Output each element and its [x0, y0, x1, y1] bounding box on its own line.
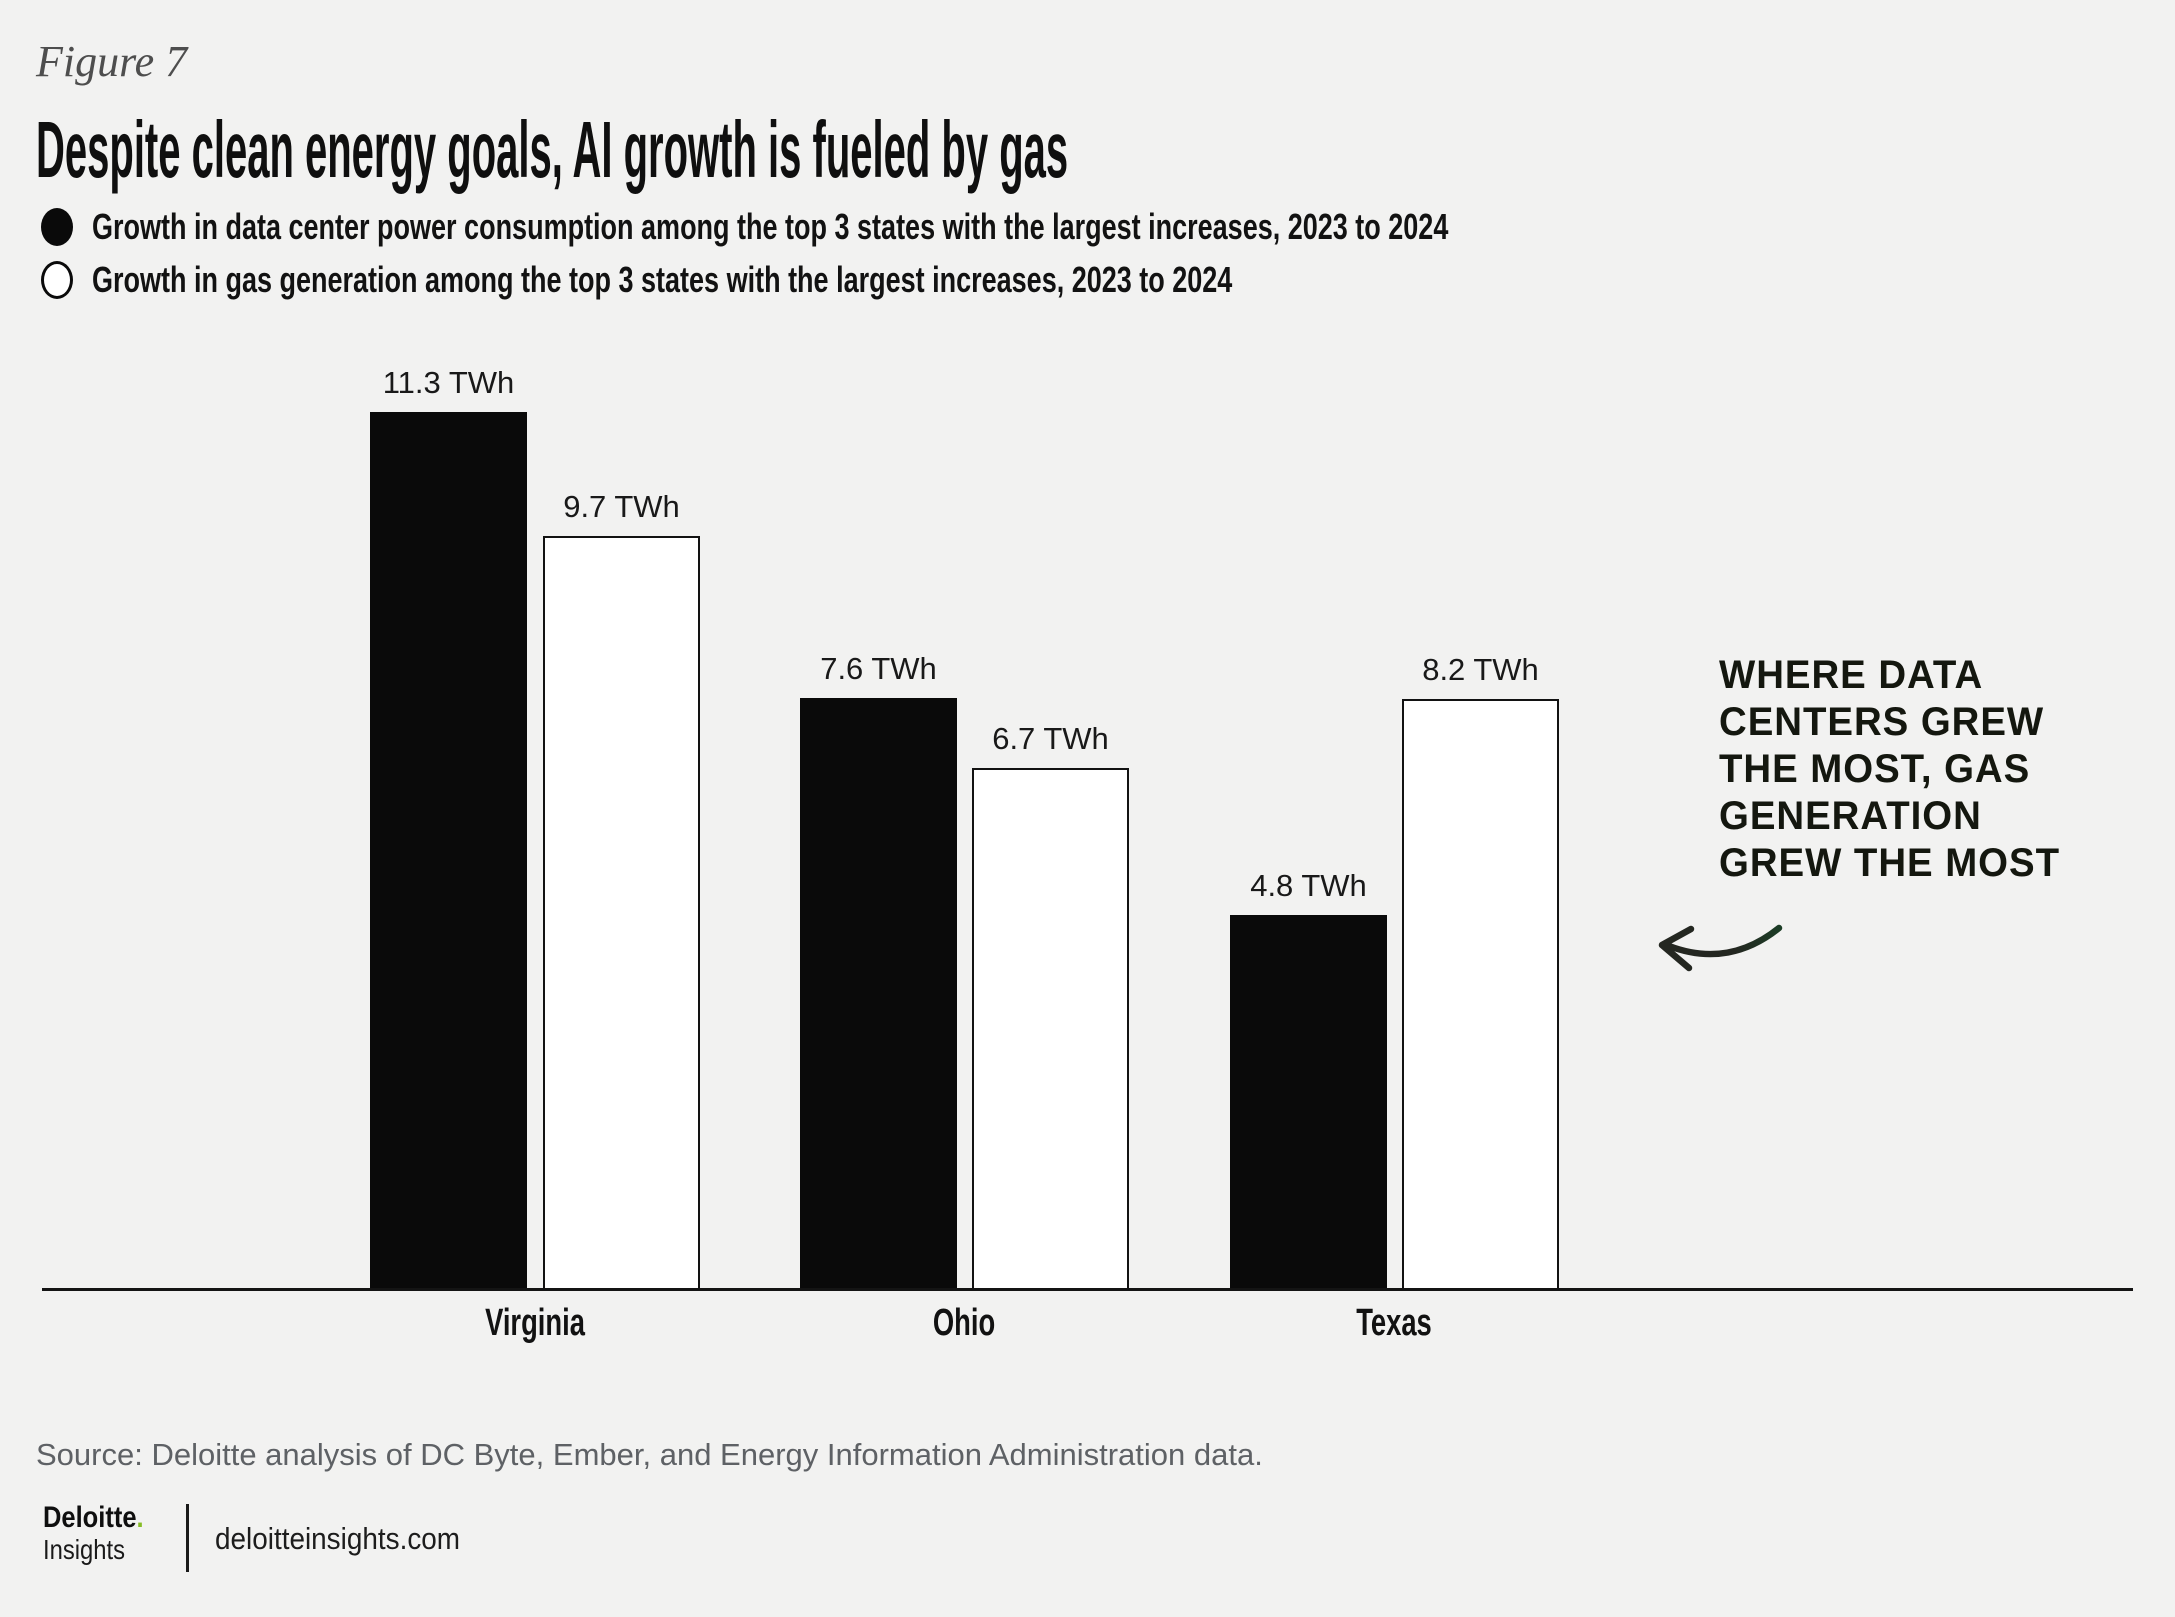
category-label-ohio: Ohio [932, 1302, 996, 1344]
brand-url-link[interactable]: deloitteinsights.com [215, 1521, 461, 1556]
value-label-virginia-gas: 9.7 TWh [563, 489, 680, 524]
value-label-texas-gas: 8.2 TWh [1422, 652, 1539, 687]
bar-ohio-gas [972, 768, 1129, 1290]
legend-outlined-circle-icon [41, 261, 73, 299]
legend-item-gas-generation: Growth in gas generation among the top 3… [92, 259, 1233, 300]
source-note: Source: Deloitte analysis of DC Byte, Em… [36, 1437, 1263, 1472]
chart-title: Despite clean energy goals, AI growth is… [36, 105, 1069, 194]
brand-name-text: Deloitte [43, 1501, 137, 1534]
x-axis-line [42, 1288, 2133, 1291]
legend-item-data-center: Growth in data center power consumption … [92, 206, 1449, 247]
annotation-line: GENERATION [1719, 794, 1982, 838]
bar-texas-data-center [1230, 915, 1387, 1290]
category-label-texas: Texas [1356, 1302, 1432, 1344]
bar-virginia-gas [543, 536, 700, 1290]
value-label-virginia-data-center: 11.3 TWh [382, 365, 515, 400]
annotation-text: WHERE DATA CENTERS GREW THE MOST, GAS GENER… [1719, 652, 2079, 887]
value-label-ohio-gas: 6.7 TWh [992, 721, 1109, 756]
brand-sub-text: Insights [43, 1534, 126, 1565]
annotation-line: GREW THE MOST [1719, 841, 2061, 885]
bar-virginia-data-center [370, 412, 527, 1290]
annotation-line: CENTERS GREW [1719, 700, 2045, 744]
bar-ohio-data-center [800, 698, 957, 1290]
brand-green-dot: . [136, 1501, 144, 1534]
brand-divider [186, 1504, 189, 1572]
legend-filled-circle-icon [41, 208, 73, 246]
annotation-line: WHERE DATA [1719, 653, 1984, 697]
figure-number-label: Figure 7 [36, 37, 188, 86]
value-label-texas-data-center: 4.8 TWh [1250, 868, 1367, 903]
category-label-virginia: Virginia [485, 1302, 585, 1344]
brand-wordmark: Deloitte. [43, 1502, 144, 1534]
bar-texas-gas [1402, 699, 1559, 1290]
annotation-line: THE MOST, GAS [1719, 747, 2031, 791]
value-label-ohio-data-center: 7.6 TWh [820, 651, 937, 686]
